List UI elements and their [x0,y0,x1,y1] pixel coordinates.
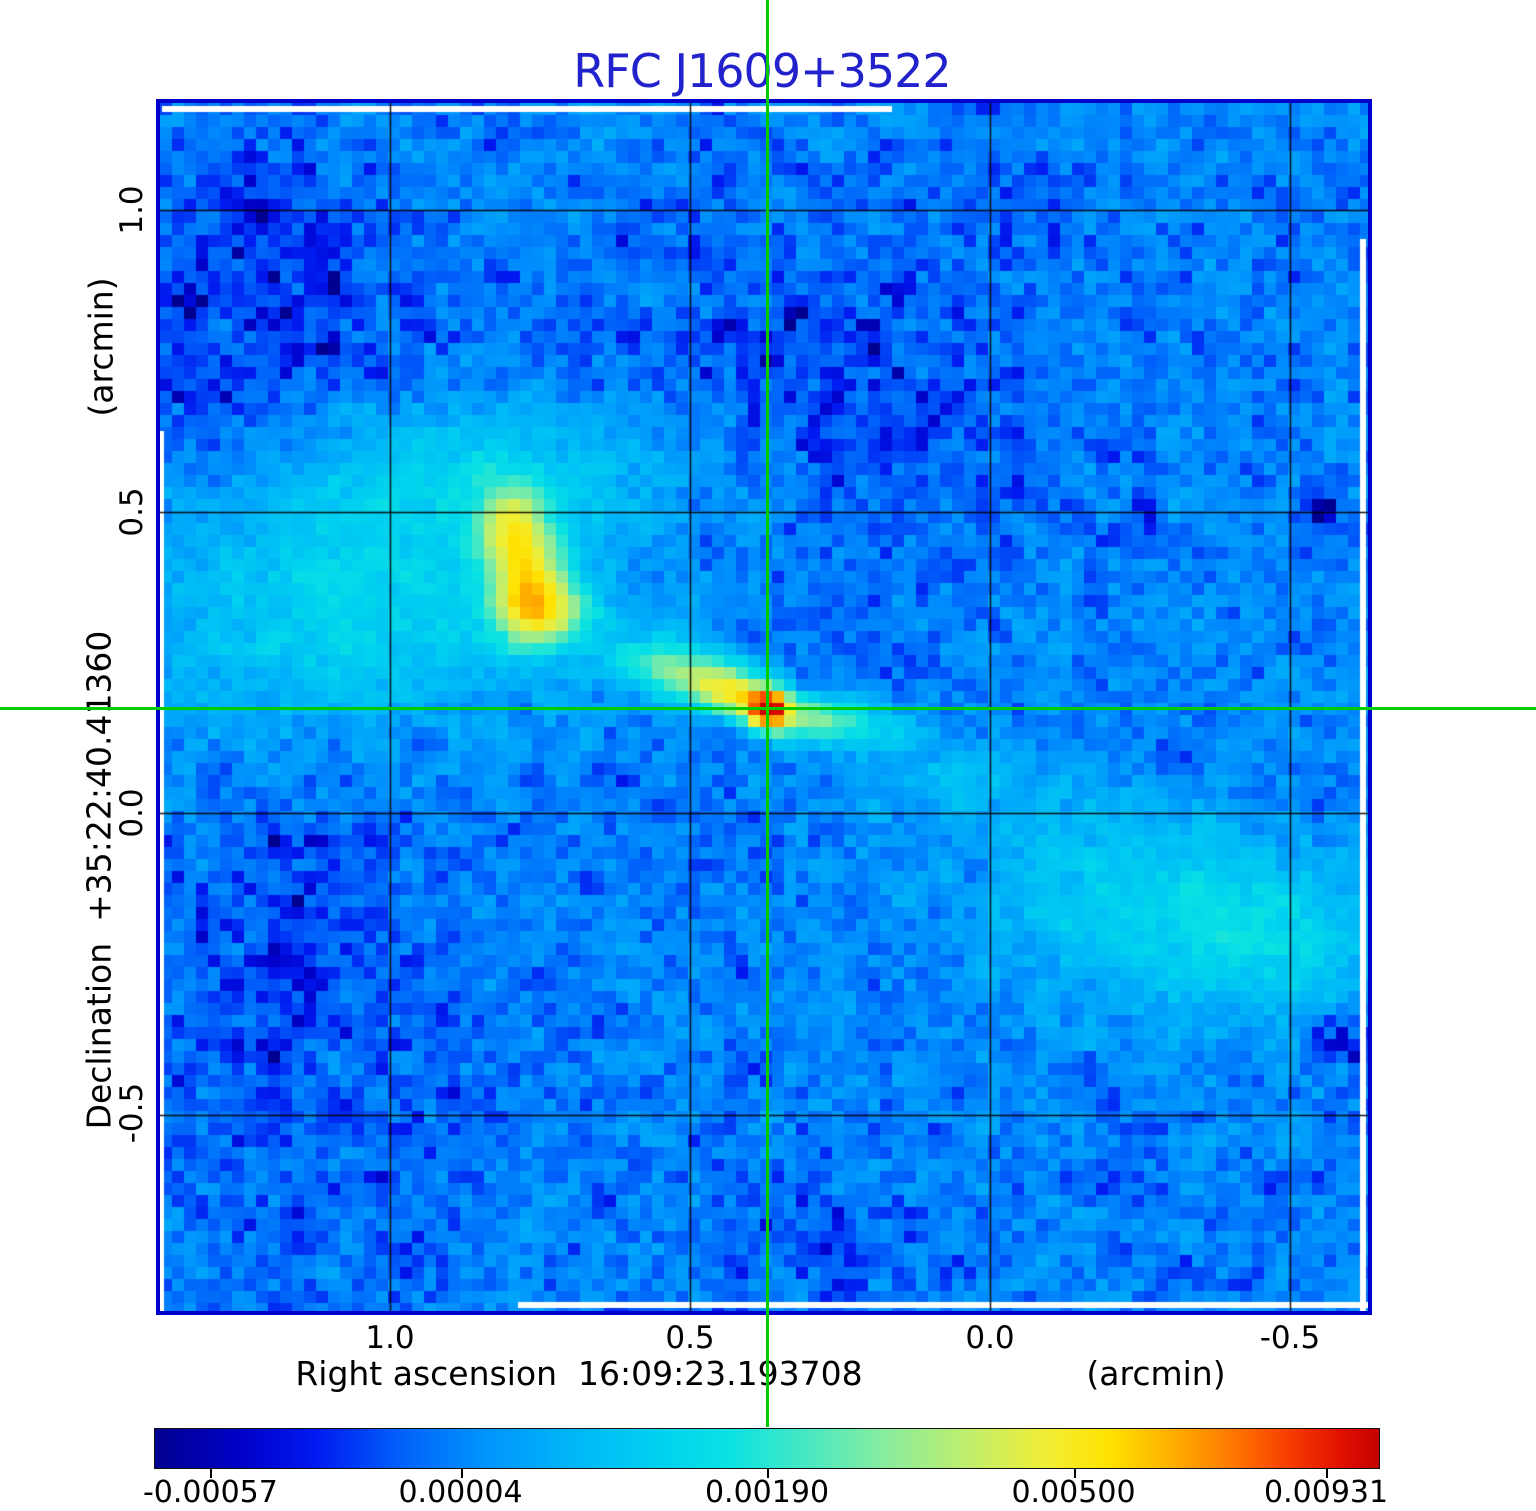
y-tick-label: 0.5 [114,487,150,537]
x-tick-label: 0.0 [965,1320,1015,1356]
y-axis-unit-label: (arcmin) [81,277,121,417]
colorbar-tick [1073,1469,1076,1478]
colorbar [154,1428,1380,1469]
colorbar-tick-label: 0.00004 [398,1475,523,1510]
figure-title: RFC J1609+3522 [573,44,951,98]
colorbar-tick [767,1469,769,1478]
x-tick-label: 1.0 [365,1320,415,1356]
y-tick-label: 0.0 [114,788,150,838]
crosshair-vertical-line [766,0,769,1427]
x-tick-label: -0.5 [1259,1320,1321,1356]
colorbar-tick-label: -0.00057 [142,1475,278,1510]
colorbar-tick [1326,1469,1329,1478]
y-axis-label: Declination +35:22:40.41360 [79,630,119,1130]
x-axis-unit-label: (arcmin) [1086,1354,1226,1393]
colorbar-tick-label: 0.00500 [1011,1475,1136,1510]
colorbar-tick-label: 0.00931 [1264,1475,1389,1510]
x-axis-label: Right ascension 16:09:23.193708 [295,1354,863,1393]
colorbar-tick [460,1469,463,1478]
colorbar-tick [210,1469,213,1478]
x-tick-label: 0.5 [665,1320,715,1356]
crosshair-horizontal-line [0,707,1536,710]
y-tick-label: 1.0 [114,185,150,235]
y-tick-label: -0.5 [114,1082,150,1144]
colorbar-tick-label: 0.00190 [704,1475,830,1510]
